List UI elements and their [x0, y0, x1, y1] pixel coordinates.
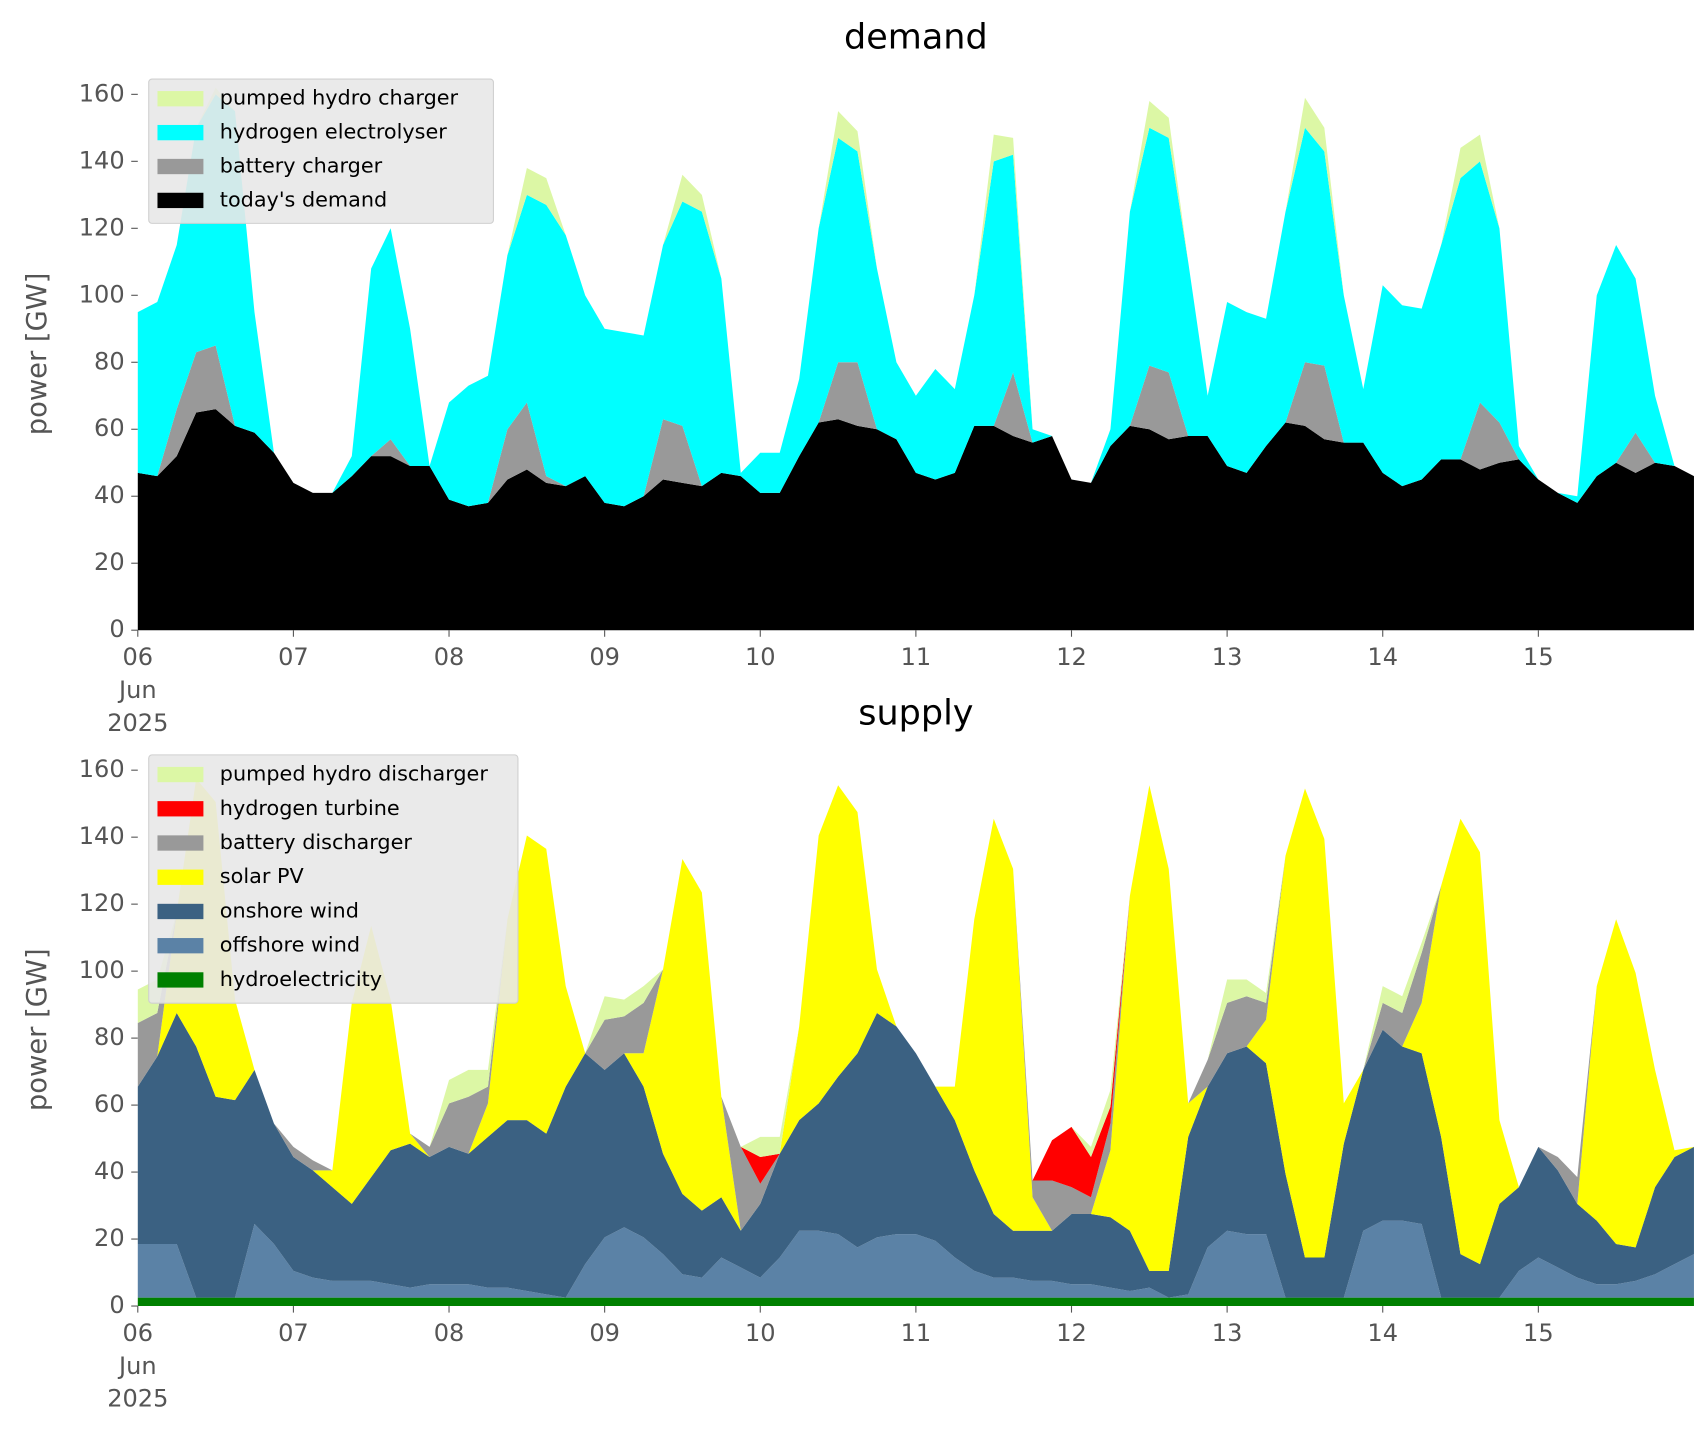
y-tick-label: 40 [94, 481, 125, 509]
chart-title: demand [844, 18, 988, 58]
y-tick-label: 140 [79, 822, 125, 850]
y-tick-label: 80 [94, 1023, 125, 1051]
legend-label: pumped hydro charger [220, 86, 459, 110]
legend-label: today's demand [220, 187, 387, 211]
legend-swatch [157, 801, 204, 817]
y-tick-label: 60 [94, 414, 125, 442]
legend-label: offshore wind [220, 933, 360, 957]
x-tick-label: 13 [1212, 1319, 1243, 1347]
y-tick-label: 60 [94, 1090, 125, 1118]
y-tick-label: 80 [94, 347, 125, 375]
legend-swatch [157, 972, 204, 988]
x-tick-label: 06 Jun 2025 [107, 643, 168, 737]
x-tick-label: 08 [434, 643, 465, 671]
area [137, 345, 1694, 507]
x-tick-label: 14 [1367, 1319, 1398, 1347]
x-tick-label: 06 Jun 2025 [107, 1319, 168, 1413]
x-tick-label: 14 [1367, 643, 1398, 671]
legend-label: hydrogen turbine [220, 796, 400, 820]
y-axis-label: power [GW] [22, 948, 53, 1111]
x-tick-label: 15 [1523, 643, 1554, 671]
y-tick-label: 120 [79, 889, 125, 917]
legend-swatch [157, 91, 204, 107]
area [137, 94, 1694, 507]
legend-swatch [157, 938, 204, 954]
legend-swatch [157, 869, 204, 885]
x-tick-label: 08 [434, 1319, 465, 1347]
x-tick-label: 15 [1523, 1319, 1554, 1347]
chart-title: supply [858, 693, 973, 733]
area [137, 87, 1694, 497]
area [137, 778, 1694, 1271]
legend-label: hydroelectricity [220, 967, 382, 991]
y-tick-label: 160 [79, 755, 125, 783]
y-tick-label: 20 [94, 1224, 125, 1252]
y-tick-label: 20 [94, 548, 125, 576]
y-tick-label: 0 [109, 615, 124, 643]
legend-label: battery charger [220, 154, 383, 178]
legend-label: hydrogen electrolyser [220, 120, 447, 144]
legend-swatch [157, 766, 204, 783]
x-tick-label: 07 [278, 643, 309, 671]
legend-box [148, 78, 494, 224]
legend: pumped hydro discharger hydrogen turbine b… [148, 754, 519, 1004]
x-tick-label: 07 [278, 1319, 309, 1347]
legend: pumped hydro charger hydrogen electrolyse… [148, 78, 494, 224]
x-tick-label: 12 [1056, 643, 1087, 671]
x-tick-label: 09 [589, 643, 620, 671]
area [137, 1012, 1694, 1298]
area [137, 1297, 1694, 1307]
area [137, 409, 1694, 631]
legend-swatch [157, 124, 204, 141]
area [137, 778, 1694, 1231]
legend-swatch [157, 192, 204, 209]
y-tick-label: 100 [79, 956, 125, 984]
x-tick-label: 11 [901, 1319, 932, 1347]
y-tick-label: 100 [79, 280, 125, 308]
x-tick-label: 09 [589, 1319, 620, 1347]
y-tick-label: 40 [94, 1157, 125, 1185]
x-tick-label: 10 [745, 1319, 776, 1347]
y-tick-label: 160 [79, 79, 125, 107]
legend-label: battery discharger [220, 830, 413, 854]
y-tick-label: 120 [79, 213, 125, 241]
y-axis-label: power [GW] [22, 273, 53, 436]
x-tick-label: 12 [1056, 1319, 1087, 1347]
y-tick-label: 0 [109, 1291, 124, 1319]
legend-label: onshore wind [220, 898, 359, 922]
legend-swatch [157, 158, 204, 175]
legend-label: solar PV [220, 864, 305, 888]
legend-swatch [157, 835, 204, 851]
legend-label: pumped hydro discharger [220, 762, 489, 786]
x-tick-label: 11 [901, 643, 932, 671]
y-tick-label: 140 [79, 146, 125, 174]
legend-swatch [157, 903, 204, 920]
legend-box [148, 754, 519, 1004]
x-tick-label: 13 [1212, 643, 1243, 671]
area [137, 1220, 1694, 1298]
x-tick-label: 10 [745, 643, 776, 671]
